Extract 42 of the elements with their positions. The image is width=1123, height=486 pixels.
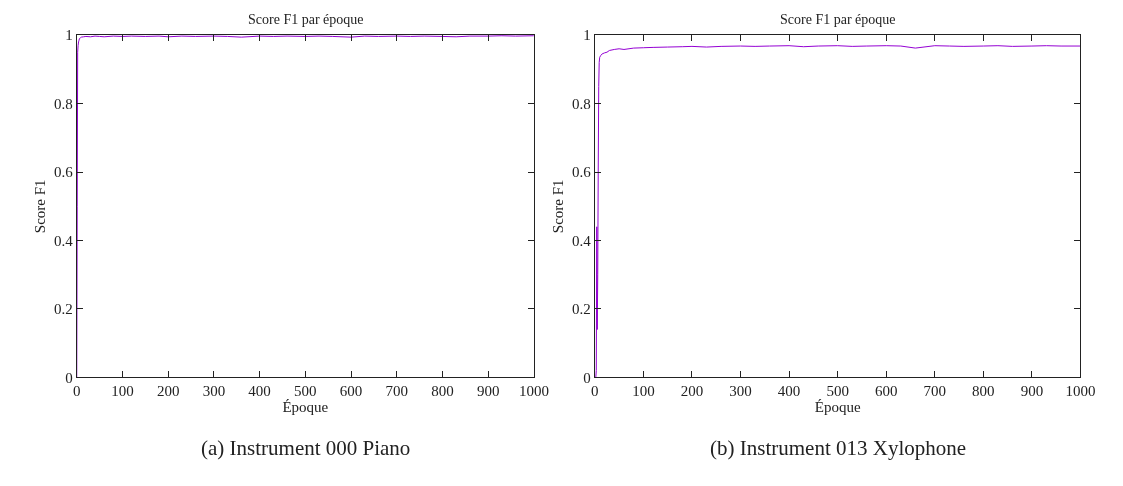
x-tick-label: 900 [476,383,500,400]
x-tick-label: 400 [777,383,801,400]
x-axis-title: Époque [814,399,861,416]
text: (a) Instrument 000 Piano [201,436,411,460]
x-tick-label: 1000 [1065,383,1096,400]
x-tick-label: 1000 [518,383,549,400]
chart-title: Score F1 par époque [248,12,364,27]
y-tick-label: 0 [583,369,591,386]
x-tick-label: 300 [729,383,752,400]
text: (b) Instrument 013 Xylophone [710,436,967,460]
chart-title: Score F1 par époque [780,12,896,27]
y-tick-label: 0.2 [572,301,591,318]
x-tick-label: 800 [431,383,454,400]
x-tick-label: 600 [874,383,898,400]
x-tick-label: 100 [632,383,655,400]
x-axis-title: Époque [282,399,329,416]
x-tick-label: 900 [1020,383,1044,400]
y-tick-label: 0.6 [54,164,74,181]
y-tick-label: 0 [65,369,73,386]
x-tick-label: 200 [156,383,180,400]
x-tick-label: 700 [385,383,408,400]
x-tick-label: 200 [680,383,704,400]
y-tick-label: 0.8 [54,95,73,112]
y-axis-title: Score F1 [550,179,567,234]
y-tick-label: 0.4 [572,232,592,249]
y-tick-label: 1 [583,27,591,44]
x-tick-label: 400 [248,383,271,400]
x-tick-label: 500 [826,383,849,400]
x-tick-label: 700 [923,383,947,400]
line-series [76,35,534,378]
y-tick-label: 0.8 [572,95,591,112]
x-tick-label: 300 [202,383,226,400]
y-tick-label: 0.4 [54,232,74,249]
x-tick-label: 600 [339,383,363,400]
x-tick-label: 100 [111,383,134,400]
x-tick-label: 800 [972,383,995,400]
y-tick-label: 0.6 [572,164,592,181]
x-tick-label: 500 [294,383,317,400]
y-axis-title: Score F1 [32,179,49,234]
y-tick-label: 1 [65,27,73,44]
y-tick-label: 0.2 [54,301,73,318]
line-series [594,45,1081,378]
